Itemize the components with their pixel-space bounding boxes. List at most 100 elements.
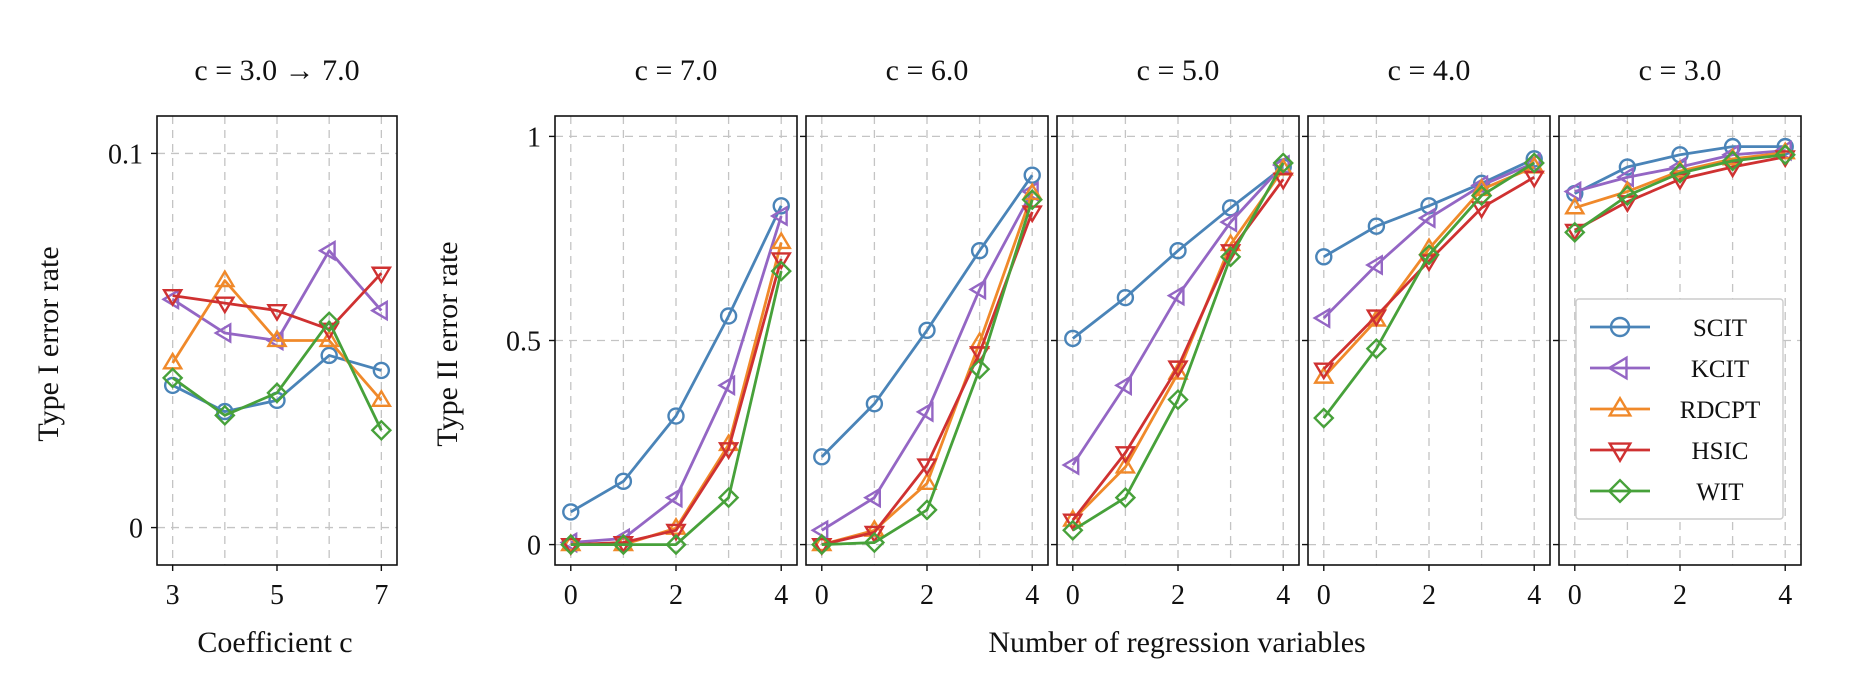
data-point-hsic [1062, 513, 1084, 532]
data-point-rdcpt [770, 231, 792, 250]
data-point-kcit [915, 401, 934, 423]
x-tick-label: 0 [815, 580, 829, 611]
series-line-hsic [821, 211, 1034, 546]
legend-label-kcit: KCIT [1691, 356, 1749, 383]
legend-label-scit: SCIT [1693, 315, 1747, 342]
legend-box [1575, 298, 1784, 520]
data-point-rdcpt [665, 516, 687, 535]
data-point-scit [1064, 329, 1082, 348]
data-point-rdcpt [266, 329, 288, 348]
series-line-kcit [1574, 149, 1786, 193]
data-point-hsic [717, 442, 740, 461]
x-tick-label: 5 [270, 580, 284, 611]
data-point-wit [1313, 407, 1335, 429]
panel-title: c = 3.0 [1639, 54, 1722, 87]
data-point-rdcpt [1564, 196, 1586, 215]
series-line-wit [1072, 162, 1285, 532]
data-point-wit [665, 533, 687, 556]
x-tick-label: 7 [374, 580, 388, 611]
data-point-wit [811, 533, 833, 556]
panels-ylabel: Type II error rate [431, 241, 464, 446]
series-line-wit [1322, 161, 1535, 419]
data-point-kcit [1563, 180, 1582, 203]
data-point-hsic [1114, 446, 1137, 465]
data-point-wit [1021, 188, 1043, 211]
data-point-kcit [1312, 307, 1331, 329]
data-point-wit [1523, 152, 1545, 174]
series-line-hsic [1574, 155, 1786, 232]
data-point-wit [1470, 184, 1493, 207]
data-point-scit [1525, 150, 1543, 168]
data-point-scit [372, 361, 391, 380]
y-tick-label: 0 [129, 514, 143, 545]
data-point-scit [1315, 248, 1333, 266]
panel-5: 0 2 4 c = 4.0 [1302, 54, 1551, 611]
data-point-scit [1367, 217, 1386, 235]
data-point-scit [1618, 158, 1637, 176]
data-point-wit [1062, 519, 1084, 542]
data-point-scit [1221, 199, 1240, 217]
x-tick-label: 2 [1422, 580, 1436, 611]
data-point-scit [772, 197, 790, 215]
data-point-wit [968, 358, 991, 380]
x-tick-label: 0 [1568, 580, 1582, 611]
panel-title: c = 4.0 [1388, 54, 1471, 87]
data-point-hsic [811, 537, 833, 556]
data-point-rdcpt [916, 472, 938, 490]
data-point-hsic [1167, 360, 1189, 379]
data-point-hsic [916, 458, 938, 477]
data-point-kcit [1417, 207, 1436, 229]
y-tick-label: 1 [527, 122, 541, 153]
data-point-hsic [370, 266, 393, 285]
x-tick-label: 0 [564, 580, 578, 611]
data-point-kcit [1061, 454, 1080, 476]
data-point-hsic [161, 289, 184, 307]
data-point-wit [1774, 144, 1796, 166]
data-point-rdcpt [1021, 182, 1043, 201]
data-point-scit [614, 472, 633, 491]
x-tick-label: 4 [1025, 580, 1039, 611]
data-point-scit [719, 307, 738, 325]
data-point-wit [318, 311, 340, 333]
panel-title: c = 7.0 [635, 54, 718, 87]
data-point-kcit [1166, 284, 1185, 307]
panel-3: 0 2 4 c = 6.0 [800, 54, 1049, 611]
series-line-scit [1574, 145, 1786, 195]
data-point-hsic [1470, 201, 1493, 220]
x-tick-label: 0 [1317, 580, 1331, 611]
data-point-scit [163, 376, 182, 395]
legend-label-wit: WIT [1696, 479, 1743, 506]
data-point-wit [560, 533, 582, 556]
data-point-wit [1721, 150, 1744, 172]
data-point-wit [266, 382, 288, 404]
y-tick-label: 0.1 [108, 139, 143, 170]
data-point-wit [1219, 246, 1242, 268]
data-point-hsic [1272, 172, 1294, 191]
legend-marker-hsic [1607, 442, 1633, 464]
panel-1: 3 5 7 0 0.1 c = 3.0 → 7.0 [108, 54, 398, 611]
data-point-wit [161, 367, 184, 389]
series-line-scit [570, 205, 783, 514]
data-point-rdcpt [214, 269, 236, 288]
data-point-scit [970, 241, 989, 260]
data-point-scit [562, 503, 580, 521]
data-point-hsic [1313, 362, 1335, 381]
series-line-wit [821, 199, 1034, 546]
x-tick-label: 2 [1673, 580, 1687, 611]
data-point-scit [1169, 241, 1187, 260]
data-point-kcit [863, 486, 881, 509]
panel-6: 0 2 4 c = 3.0 [1553, 54, 1802, 611]
legend-marker-scit [1609, 316, 1631, 338]
data-point-kcit [1616, 166, 1634, 188]
series-line-wit [570, 270, 783, 546]
x-tick-label: 4 [1778, 580, 1792, 611]
data-point-wit [1272, 152, 1294, 174]
data-point-hsic [770, 252, 792, 271]
data-point-kcit [664, 486, 683, 509]
x-tick-label: 2 [669, 580, 683, 611]
data-point-kcit [1365, 254, 1383, 276]
legend-label-hsic: HSIC [1692, 438, 1749, 465]
data-point-hsic [266, 303, 288, 322]
data-point-hsic [560, 537, 582, 556]
series-line-kcit [1071, 164, 1285, 466]
